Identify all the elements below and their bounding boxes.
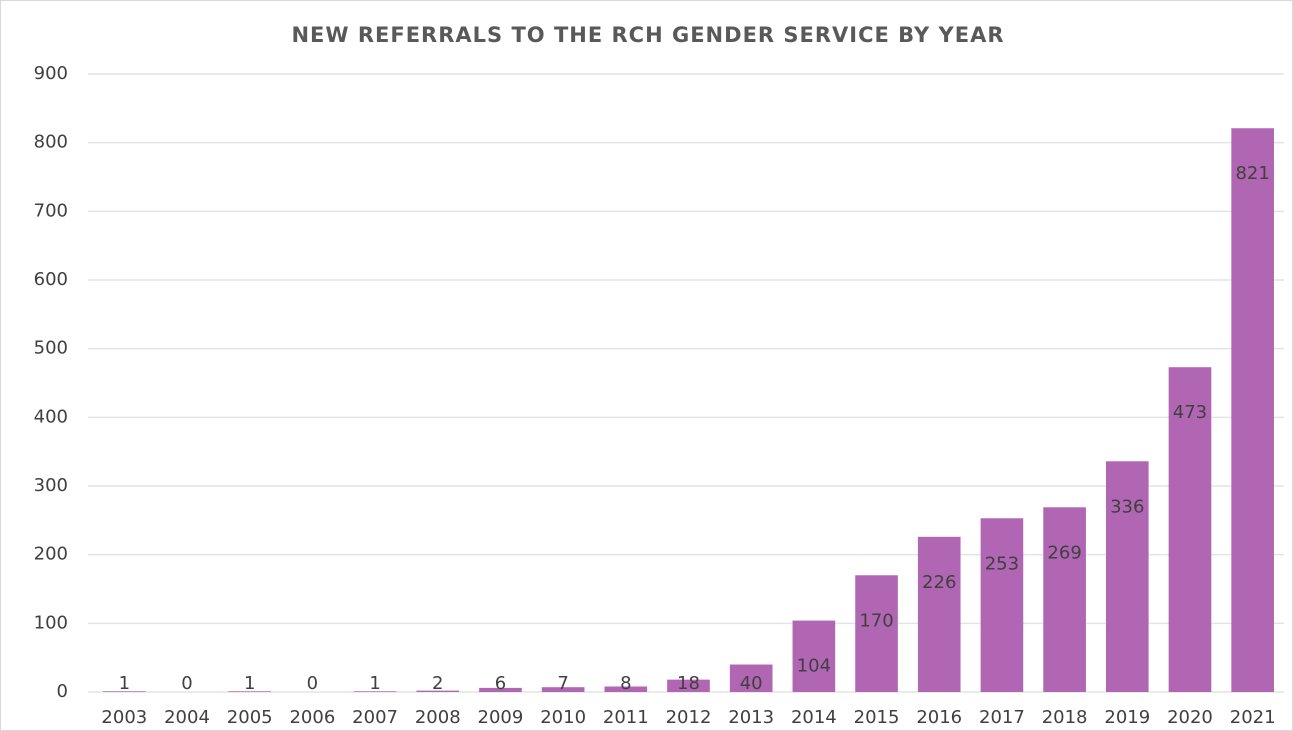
- x-tick-label: 2007: [352, 707, 398, 728]
- x-tick-label: 2014: [791, 707, 837, 728]
- y-tick-label: 100: [34, 612, 68, 633]
- y-tick-label: 300: [34, 475, 68, 496]
- x-tick-label: 2010: [540, 707, 586, 728]
- x-tick-label: 2009: [478, 707, 524, 728]
- bar: [729, 664, 773, 692]
- y-tick-label: 600: [34, 269, 68, 290]
- bar: [353, 691, 397, 692]
- data-label: 40: [740, 673, 763, 694]
- x-tick-label: 2019: [1104, 707, 1150, 728]
- bar: [604, 686, 648, 692]
- data-label: 1: [369, 673, 380, 694]
- data-label: 821: [1235, 163, 1269, 184]
- data-label: 269: [1047, 542, 1081, 563]
- bar: [416, 690, 460, 692]
- data-label: 336: [1110, 496, 1144, 517]
- y-tick-label: 700: [34, 200, 68, 221]
- x-tick-label: 2021: [1230, 707, 1276, 728]
- bar: [1168, 367, 1212, 692]
- y-tick-label: 500: [34, 338, 68, 359]
- data-label: 6: [495, 673, 506, 694]
- y-tick-label: 0: [57, 681, 68, 702]
- bar: [541, 687, 585, 692]
- data-label: 7: [557, 673, 568, 694]
- x-tick-label: 2011: [603, 707, 649, 728]
- bar: [980, 518, 1024, 692]
- data-label: 473: [1173, 402, 1207, 423]
- y-tick-label: 400: [34, 406, 68, 427]
- x-tick-label: 2005: [227, 707, 273, 728]
- bar: [479, 687, 522, 692]
- data-label: 104: [797, 656, 831, 677]
- x-tick-label: 2006: [289, 707, 335, 728]
- x-tick-label: 2008: [415, 707, 461, 728]
- x-tick-label: 2004: [164, 707, 210, 728]
- data-label: 0: [181, 673, 192, 694]
- chart-title: NEW REFERRALS TO THE RCH GENDER SERVICE …: [291, 23, 1004, 47]
- bar: [228, 691, 272, 692]
- x-tick-label: 2020: [1167, 707, 1213, 728]
- data-label: 2: [432, 673, 443, 694]
- x-tick-label: 2012: [666, 707, 712, 728]
- bar: [103, 691, 146, 692]
- data-label: 226: [922, 572, 956, 593]
- data-label: 18: [677, 673, 700, 694]
- y-tick-label: 800: [34, 132, 68, 153]
- data-label: 8: [620, 673, 631, 694]
- bar: [1043, 507, 1086, 692]
- bar: [667, 679, 710, 692]
- bar: [1231, 128, 1274, 692]
- x-tick-label: 2018: [1042, 707, 1088, 728]
- x-tick-label: 2017: [979, 707, 1025, 728]
- bar: [855, 575, 898, 692]
- bar: [1105, 461, 1149, 692]
- x-tick-label: 2016: [916, 707, 962, 728]
- y-tick-label: 200: [34, 544, 68, 565]
- bar: [917, 536, 961, 692]
- data-label: 170: [859, 610, 893, 631]
- x-tick-label: 2013: [728, 707, 774, 728]
- data-label: 1: [244, 673, 255, 694]
- data-label: 0: [307, 673, 318, 694]
- x-tick-label: 2003: [101, 707, 147, 728]
- data-label: 253: [985, 553, 1019, 574]
- bar: [792, 620, 836, 692]
- x-tick-label: 2015: [854, 707, 900, 728]
- data-label: 1: [119, 673, 130, 694]
- y-tick-label: 900: [34, 63, 68, 84]
